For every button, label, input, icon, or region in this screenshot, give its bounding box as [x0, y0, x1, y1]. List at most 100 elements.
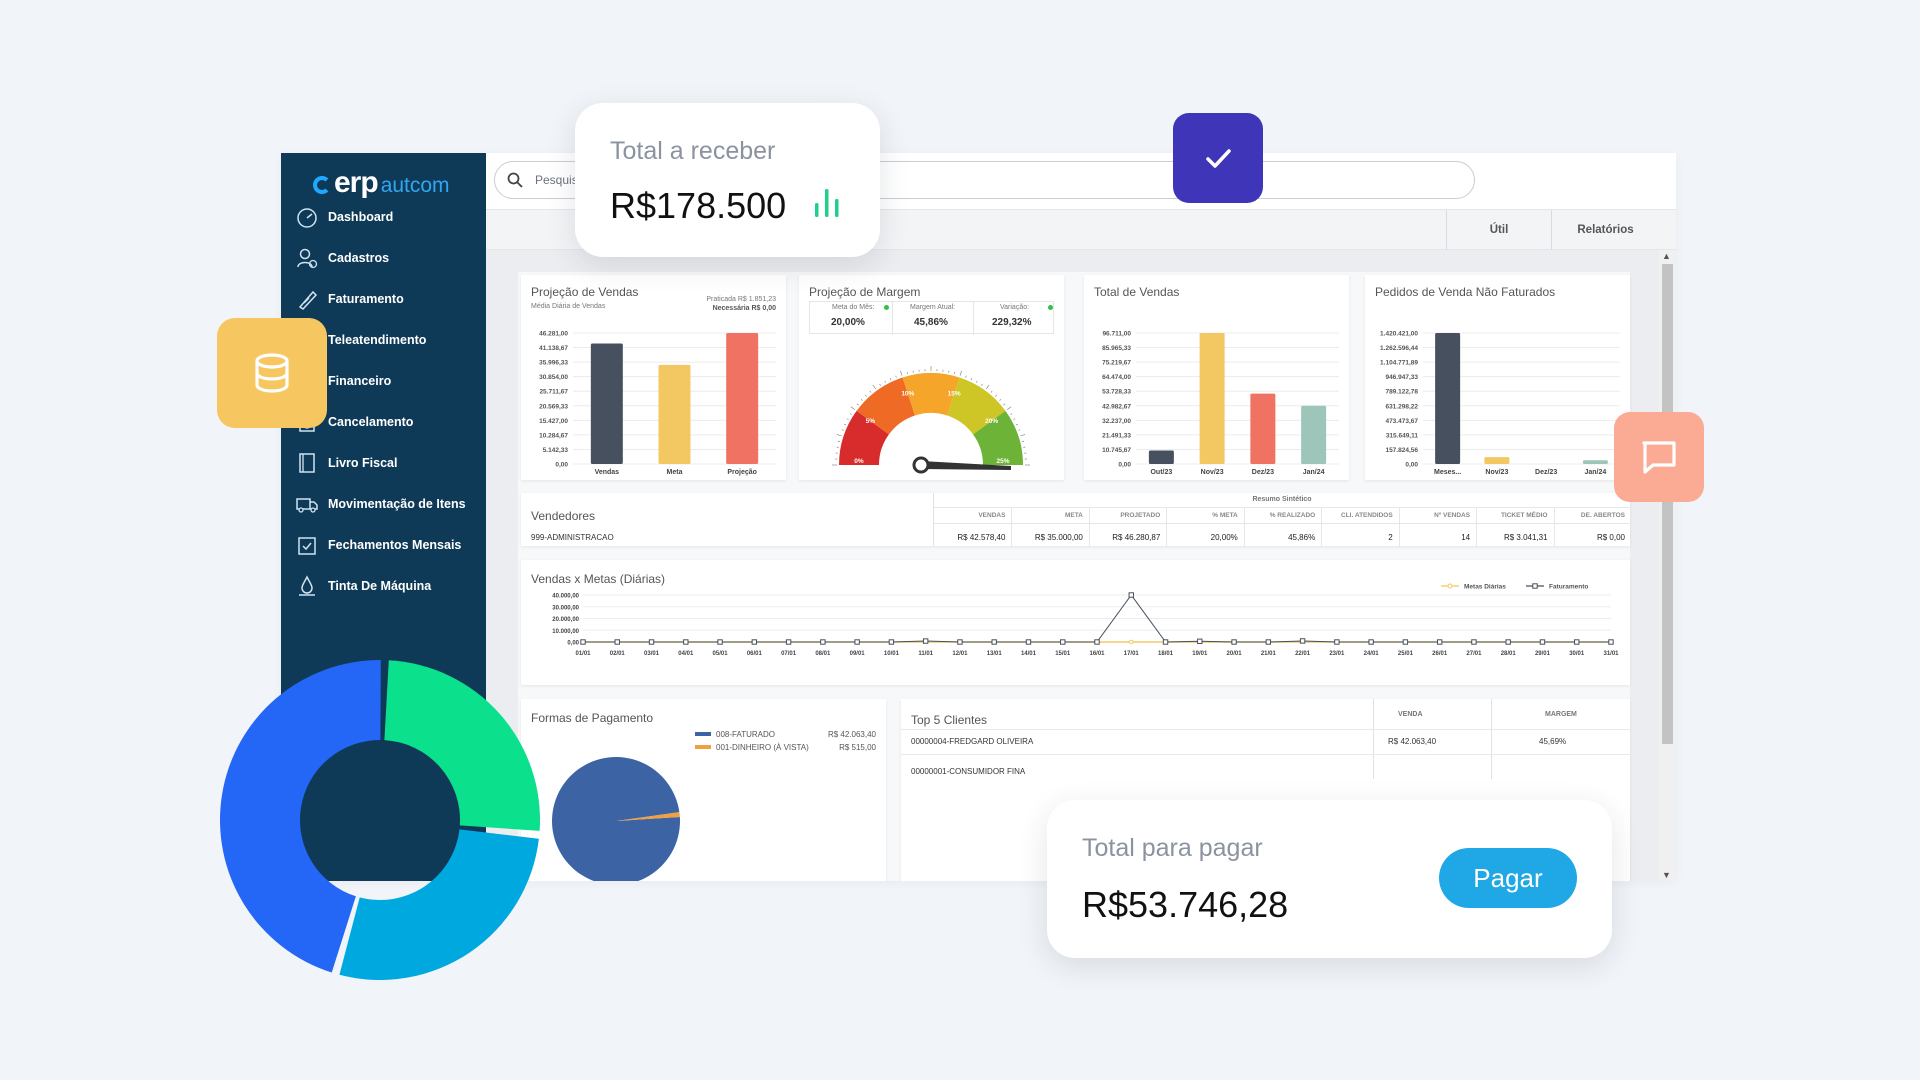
scrollbar[interactable]: ▲ ▼	[1659, 250, 1676, 881]
truck-icon	[295, 492, 319, 516]
x-tick-label: Dez/23	[1252, 469, 1274, 476]
y-tick-label: 42.982,67	[1102, 403, 1131, 410]
faturamento-point	[1334, 639, 1340, 645]
projecao-margem-title: Projeção de Margem	[809, 285, 921, 299]
resumo-col-header: % META	[1212, 512, 1238, 519]
gauge-label: 10%	[901, 391, 914, 398]
sidebar-item-dashboard[interactable]: Dashboard	[295, 205, 486, 229]
y-tick-label: 41.138,67	[539, 345, 568, 352]
x-tick-label: 09/01	[850, 651, 866, 657]
resumo-col-header: DE. ABERTOS	[1580, 512, 1625, 519]
sidebar-item-label: Fechamentos Mensais	[328, 538, 462, 552]
total-receber-label: Total a receber	[610, 137, 776, 165]
y-tick-label: 25.711,67	[539, 389, 568, 396]
x-tick-label: 15/01	[1055, 651, 1071, 657]
sidebar-item-label: Financeiro	[328, 374, 392, 388]
scroll-up-icon[interactable]: ▲	[1662, 251, 1671, 261]
sidebar-item-tinta-de-m-quina[interactable]: Tinta De Máquina	[295, 574, 486, 598]
projecao-vendas-subtitle: Média Diária de Vendas	[531, 303, 606, 310]
gauge-tick	[846, 418, 849, 421]
gauge-tick	[865, 394, 867, 397]
projecao-vendas-chart: 46.281,00 41.138,67 35.996,33 30.854,00 25.7…	[539, 331, 776, 476]
pie-slice	[616, 812, 680, 821]
sidebar-item-faturamento[interactable]: Faturamento	[295, 287, 486, 311]
vendas-metas-chart: 40.000,00 30.000,00 20.000,00 10.000,00 0,00…	[552, 583, 1619, 657]
top5-row-margem: 45,69%	[1539, 737, 1567, 746]
y-tick-label: 53.728,33	[1102, 389, 1131, 396]
database-button[interactable]	[217, 318, 327, 428]
logo-autcom: autcom	[380, 174, 450, 197]
gauge-tick	[895, 375, 897, 378]
legend-swatch	[695, 745, 711, 749]
y-tick-label: 473.473,67	[1385, 418, 1418, 425]
bar-chart-icon	[815, 189, 839, 217]
faturamento-point	[1094, 639, 1100, 645]
sidebar-item-movimenta-o-de-itens[interactable]: Movimentação de Itens	[295, 492, 486, 516]
y-tick-label: 96.711,00	[1102, 331, 1131, 338]
pie-slice	[552, 757, 680, 881]
gauge-tick	[889, 377, 892, 381]
x-tick-label: 19/01	[1192, 651, 1208, 657]
y-tick-label: 46.281,00	[539, 331, 568, 338]
sidebar-item-cadastros[interactable]: Cadastros	[295, 246, 486, 270]
y-tick-label: 10.000,00	[552, 629, 579, 635]
gauge-tick	[860, 399, 863, 401]
tab-relatorios[interactable]: Relatórios	[1551, 210, 1659, 250]
resumo-cell: R$ 3.041,31	[1503, 533, 1548, 542]
variacao-label: Variação:	[1000, 304, 1030, 311]
gauge-tick	[884, 380, 887, 383]
sidebar-item-livro-fiscal[interactable]: Livro Fiscal	[295, 451, 486, 475]
card-vendas-metas: Vendas x Metas (Diárias) 40.000,00 30.000…	[521, 560, 1630, 685]
resumo-cell: R$ 35.000,00	[1034, 533, 1083, 542]
faturamento-point	[648, 639, 655, 645]
y-tick-label: 10.284,67	[539, 432, 568, 439]
gauge-tick	[970, 377, 973, 381]
sidebar-item-label: Cadastros	[328, 251, 390, 265]
total-receber-value: R$178.500	[610, 185, 787, 226]
x-tick-label: 03/01	[644, 651, 660, 657]
faturamento-point	[1539, 639, 1546, 645]
database-icon	[255, 353, 289, 393]
x-tick-label: Projeção	[727, 469, 757, 476]
pedidos-bar	[1582, 460, 1608, 464]
resumo-cell: R$ 42.578,40	[957, 533, 1006, 542]
pagar-button[interactable]: Pagar	[1439, 848, 1577, 908]
gauge-tick	[879, 383, 881, 386]
gauge-tick	[1006, 406, 1012, 411]
top5-row-name: 00000004-FREDGARD OLIVEIRA	[911, 737, 1034, 746]
y-tick-label: 5.142,33	[543, 447, 569, 454]
faturamento-point	[1402, 639, 1409, 645]
praticada-label: Praticada R$ 1.851,23	[706, 296, 776, 303]
faturamento-point	[1436, 639, 1443, 645]
sidebar-item-label: Cancelamento	[328, 415, 414, 429]
total-vendas-bar	[1250, 393, 1276, 464]
gauge-tick	[995, 394, 997, 397]
y-tick-label: 1.262.596,44	[1380, 345, 1418, 352]
gauge-label: 15%	[948, 391, 961, 398]
resumo-col-header: TICKET MÉDIO	[1500, 512, 1548, 519]
check-button[interactable]	[1173, 113, 1263, 203]
legend-label: 001-DINHEIRO (À VISTA)	[716, 743, 809, 752]
gauge-label: 5%	[866, 418, 876, 425]
x-tick-label: 14/01	[1021, 651, 1037, 657]
projecao-vendas-bar	[590, 343, 623, 464]
card-formas: Formas de Pagamento 008-FATURADO R$ 42.06…	[521, 699, 886, 881]
faturamento-point	[888, 639, 895, 645]
chat-button[interactable]	[1614, 412, 1704, 502]
x-tick-label: 11/01	[918, 651, 933, 657]
gauge-segment	[947, 377, 1006, 435]
gauge-tick	[965, 375, 967, 378]
tab-util[interactable]: Útil	[1446, 210, 1551, 250]
scroll-down-icon[interactable]: ▼	[1662, 870, 1671, 880]
margem-gauge: 0% 5% 10% 15% 20% 25%	[832, 366, 1030, 474]
card-projecao-vendas: Projeção de Vendas Média Diária de Venda…	[521, 275, 786, 480]
sidebar-item-fechamentos-mensais[interactable]: Fechamentos Mensais	[295, 533, 486, 557]
card-pedidos: Pedidos de Venda Não Faturados 1.420.421…	[1365, 275, 1630, 480]
gauge-tick	[869, 390, 872, 393]
faturamento-point	[785, 639, 792, 645]
resumo-col-header: PROJETADO	[1120, 512, 1161, 519]
resumo-table: Resumo Sintético VENDAS R$ 42.578,40 META R…	[933, 493, 1630, 546]
x-tick-label: 31/01	[1603, 651, 1619, 657]
scroll-thumb[interactable]	[1662, 264, 1673, 744]
pedidos-bar	[1484, 457, 1510, 464]
